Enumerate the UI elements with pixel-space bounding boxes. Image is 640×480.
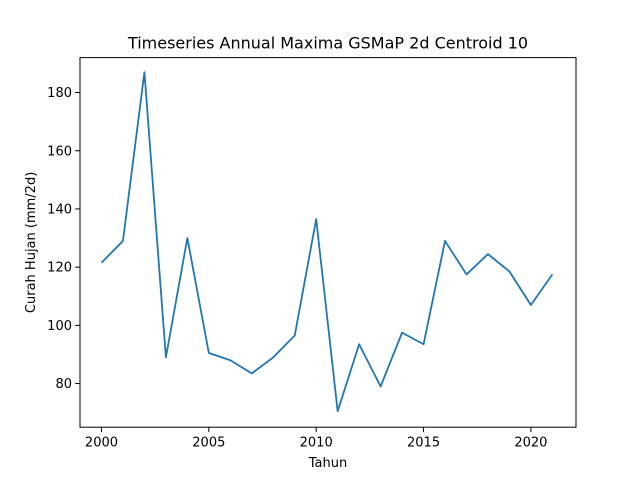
y-tick-label: 80 (55, 377, 72, 392)
y-tick-label: 100 (47, 319, 72, 334)
y-tick-label: 140 (47, 203, 72, 218)
x-tick-label: 2000 (85, 436, 118, 451)
series-line-0 (100, 71, 554, 413)
x-tick-label: 2010 (300, 436, 333, 451)
x-axis-label: Tahun (308, 456, 347, 471)
x-tick-label: 2020 (514, 436, 547, 451)
plot-frame (79, 57, 577, 428)
x-tick-label: 2005 (192, 436, 225, 451)
y-axis-label: Curah Hujan (mm/2d) (24, 172, 39, 313)
y-tick-label: 120 (47, 261, 72, 276)
chart-title: Timeseries Annual Maxima GSMaP 2d Centro… (127, 34, 528, 53)
y-tick-label: 180 (47, 86, 72, 101)
x-tick-label: 2015 (407, 436, 440, 451)
y-tick-label: 160 (47, 144, 72, 159)
